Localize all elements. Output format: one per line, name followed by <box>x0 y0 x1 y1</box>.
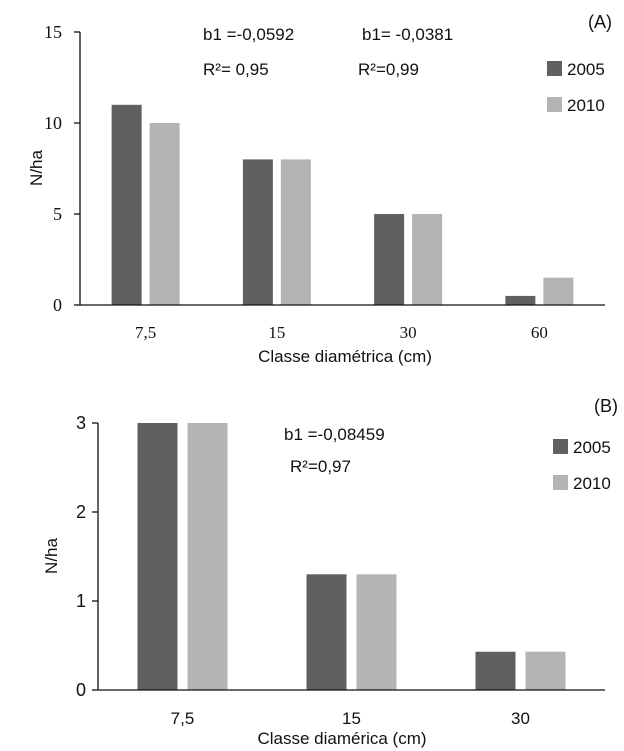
panel-b-legend-swatch-2010 <box>553 475 568 490</box>
panel-b-y-label: N/ha <box>42 538 61 574</box>
panel-a-bar-2010-4 <box>543 277 574 305</box>
panel-b-y-tick-label: 3 <box>76 413 86 433</box>
panel-a-bar-2005-3 <box>374 214 405 305</box>
panel-a-bar-2010-2 <box>280 159 311 305</box>
panel-a-y-tick-label: 10 <box>44 113 62 133</box>
panel-b-legend-label-2005: 2005 <box>573 438 611 457</box>
panel-b-annotation-r2-1: R²=0,97 <box>290 457 351 476</box>
panel-a-bar-2005-2 <box>242 159 273 305</box>
panel-a-y-tick-label: 5 <box>53 204 62 224</box>
panel-b-label: (B) <box>594 396 618 416</box>
panel-a-label: (A) <box>588 12 612 32</box>
panel-a-annotation-r2-2: R²=0,99 <box>358 60 419 79</box>
panel-b-annotation-b1-1: b1 =-0,08459 <box>284 425 385 444</box>
panel-b-bar-2005-3 <box>475 651 516 690</box>
panel-a-legend-swatch-2010 <box>547 97 562 112</box>
panel-a-annotation-r2-1: R²= 0,95 <box>203 60 269 79</box>
panel-a-x-tick-label: 7,5 <box>135 323 156 342</box>
panel-a-bar-2005-4 <box>505 295 536 305</box>
panel-b-x-ticks: 7,5 15 30 <box>171 709 530 728</box>
panel-b-y-tick-label: 2 <box>76 502 86 522</box>
panel-b-bar-2010-2 <box>356 574 397 690</box>
panel-b-y-ticks: 0 1 2 3 <box>76 413 98 700</box>
panel-b-x-tick-label: 7,5 <box>171 709 195 728</box>
panel-a-legend-swatch-2005 <box>547 61 562 76</box>
panel-b-x-tick-label: 15 <box>342 709 361 728</box>
panel-a-x-tick-label: 30 <box>400 323 417 342</box>
panel-b-legend-label-2010: 2010 <box>573 474 611 493</box>
panel-b-x-label: Classe diamérica (cm) <box>257 729 426 748</box>
panel-a-y-label: N/ha <box>27 150 46 186</box>
panel-a-legend-label-2005: 2005 <box>567 60 605 79</box>
panel-a-x-tick-label: 60 <box>531 323 548 342</box>
panel-a-annotation-b1-2: b1= -0,0381 <box>362 25 453 44</box>
panel-a-bar-2010-3 <box>412 214 443 305</box>
panel-a-bars <box>111 104 574 305</box>
panel-b-bar-2010-1 <box>187 423 228 690</box>
panel-a-y-tick-label: 15 <box>44 22 62 42</box>
panel-a-x-ticks: 7,5 15 30 60 <box>135 323 548 342</box>
panel-b-legend-swatch-2005 <box>553 439 568 454</box>
panel-a-legend: 2005 2010 <box>547 60 605 115</box>
panel-b-legend: 2005 2010 <box>553 438 611 493</box>
panel-b-y-tick-label: 1 <box>76 591 86 611</box>
panel-b-bars <box>137 423 566 690</box>
panel-b-y-tick-label: 0 <box>76 680 86 700</box>
panel-b-bar-2005-1 <box>137 423 178 690</box>
panel-b-bar-2005-2 <box>306 574 347 690</box>
chart-panel-a: 0 5 10 15 7,5 15 30 60 N/ha Classe diamétrica … <box>27 12 612 366</box>
panel-b-bar-2010-3 <box>525 651 566 690</box>
panel-b-x-tick-label: 30 <box>511 709 530 728</box>
panel-a-x-tick-label: 15 <box>268 323 285 342</box>
panel-a-y-tick-label: 0 <box>53 295 62 315</box>
panel-a-legend-label-2010: 2010 <box>567 96 605 115</box>
panel-a-x-label: Classe diamétrica (cm) <box>258 347 432 366</box>
panel-a-annotation-b1-1: b1 =-0,0592 <box>203 25 294 44</box>
panel-a-y-ticks: 0 5 10 15 <box>44 22 80 315</box>
panel-a-bar-2010-1 <box>149 123 180 305</box>
panel-a-bar-2005-1 <box>111 104 142 305</box>
